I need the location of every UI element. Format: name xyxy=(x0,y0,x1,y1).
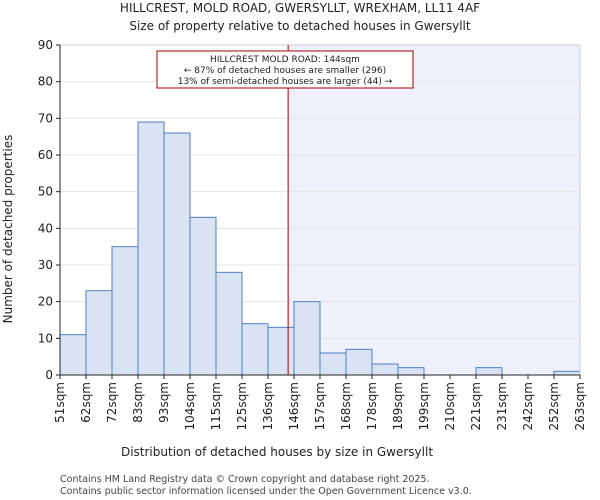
y-tick-label: 90 xyxy=(38,38,53,52)
x-tick-label: 189sqm xyxy=(391,382,405,430)
chart-title: HILLCREST, MOLD ROAD, GWERSYLLT, WREXHAM… xyxy=(120,1,480,15)
y-ticks: 0 10 20 30 40 50 60 70 80 90 xyxy=(38,38,60,382)
bar-221sqm xyxy=(475,367,503,376)
bar-93sqm xyxy=(163,132,191,376)
x-tick-label: 146sqm xyxy=(287,382,301,430)
y-tick-label: 40 xyxy=(38,221,53,235)
bar-168sqm xyxy=(345,348,373,376)
x-axis-label: Distribution of detached houses by size … xyxy=(121,445,433,459)
x-tick-label: 263sqm xyxy=(573,382,587,430)
annotation-line-1: HILLCREST MOLD ROAD: 144sqm xyxy=(210,55,360,65)
x-tick-label: 231sqm xyxy=(495,382,509,430)
larger-region-shade xyxy=(288,45,580,375)
footer-line-2: Contains public sector information licen… xyxy=(60,486,472,497)
x-tick-label: 136sqm xyxy=(261,382,275,430)
y-tick-label: 20 xyxy=(38,295,53,309)
x-tick-label: 157sqm xyxy=(313,382,327,430)
y-tick-label: 60 xyxy=(38,148,53,162)
bar-189sqm xyxy=(397,367,425,376)
x-tick-label: 168sqm xyxy=(339,382,353,430)
x-tick-label: 242sqm xyxy=(521,382,535,430)
bar-146sqm xyxy=(293,301,321,376)
bar-136sqm xyxy=(267,326,295,376)
y-tick-label: 70 xyxy=(38,111,53,125)
annotation-border xyxy=(156,50,414,89)
x-tick-label: 125sqm xyxy=(235,382,249,430)
bar-252sqm xyxy=(553,370,581,376)
x-ticks: 51sqm 62sqm 72sqm 83sqm 93sqm 104sqm 115sqm 125… xyxy=(53,375,587,430)
bar-178sqm xyxy=(371,363,399,376)
bar-72sqm xyxy=(111,246,139,376)
x-tick-label: 178sqm xyxy=(365,382,379,430)
x-tick-label: 72sqm xyxy=(105,382,119,423)
annotation-line-2: ← 87% of detached houses are smaller (29… xyxy=(184,66,386,76)
bars xyxy=(59,121,581,376)
x-tick-label: 199sqm xyxy=(417,382,431,430)
x-tick-label: 104sqm xyxy=(183,382,197,430)
bar-51sqm xyxy=(59,334,87,376)
chart-subtitle: Size of property relative to detached ho… xyxy=(129,19,470,33)
x-tick-label: 252sqm xyxy=(547,382,561,430)
x-tick-label: 115sqm xyxy=(209,382,223,430)
footer-line-1: Contains HM Land Registry data © Crown c… xyxy=(60,474,430,485)
y-tick-label: 50 xyxy=(38,185,53,199)
x-tick-label: 83sqm xyxy=(131,382,145,423)
x-tick-label: 93sqm xyxy=(157,382,171,423)
x-tick-label: 210sqm xyxy=(443,382,457,430)
y-axis-label: Number of detached properties xyxy=(1,135,15,324)
y-tick-label: 30 xyxy=(38,258,53,272)
bar-115sqm xyxy=(215,271,243,376)
bar-83sqm xyxy=(137,121,165,376)
bar-157sqm xyxy=(319,352,347,376)
x-tick-label: 221sqm xyxy=(469,382,483,430)
shade-region xyxy=(288,45,580,375)
x-tick-label: 62sqm xyxy=(79,382,93,423)
bar-62sqm xyxy=(85,290,113,376)
y-tick-label: 10 xyxy=(38,331,53,345)
annotation-line-3: 13% of semi-detached houses are larger (… xyxy=(178,77,393,87)
y-tick-label: 0 xyxy=(45,368,53,382)
annotation-box: HILLCREST MOLD ROAD: 144sqm ← 87% of det… xyxy=(156,50,414,89)
bar-125sqm xyxy=(241,323,269,376)
y-tick-label: 80 xyxy=(38,75,53,89)
bar-104sqm xyxy=(189,216,217,376)
x-tick-label: 51sqm xyxy=(53,382,67,423)
